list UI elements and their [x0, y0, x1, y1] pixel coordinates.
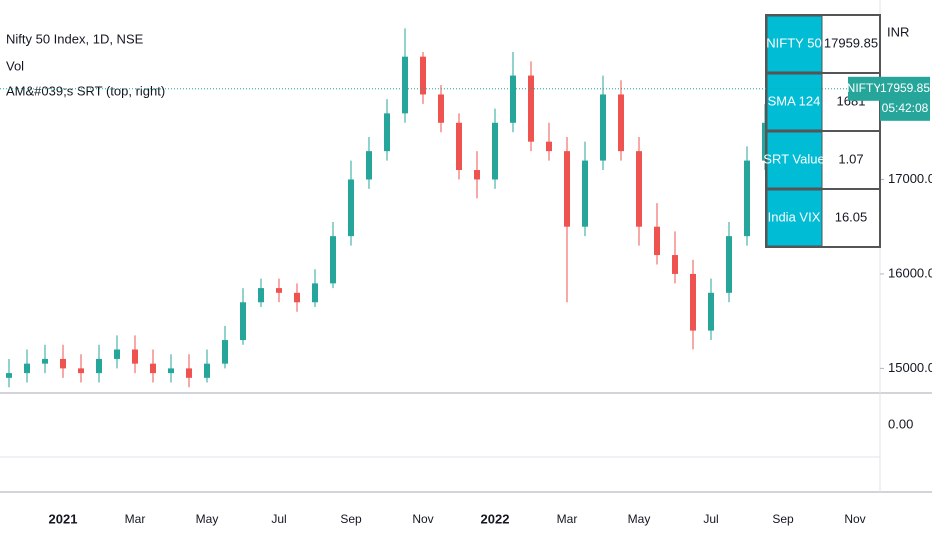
table-label: India VIX — [768, 209, 821, 224]
candle-body — [510, 75, 516, 123]
table-label: SRT Value — [763, 151, 824, 166]
candle-body — [240, 302, 246, 341]
candle-body — [600, 94, 606, 161]
x-tick-label: May — [196, 512, 219, 526]
x-tick-label: 2022 — [481, 511, 510, 526]
candle-body — [546, 141, 552, 152]
candle-body — [618, 94, 624, 152]
candle-body — [366, 151, 372, 180]
table-label-cell — [766, 15, 823, 73]
table-value: 16.05 — [835, 209, 868, 224]
candle-body — [276, 288, 282, 293]
candle-body — [528, 75, 534, 142]
candle-body — [726, 236, 732, 293]
candle-body — [78, 368, 84, 374]
x-tick-label: Jul — [271, 512, 286, 526]
symbol-tag — [848, 76, 880, 101]
candle-body — [690, 273, 696, 331]
x-tick-label: May — [628, 512, 651, 526]
x-tick-label: Mar — [125, 512, 146, 526]
candle-body — [24, 363, 30, 374]
table-label-cell — [766, 189, 823, 247]
x-tick-label: Sep — [772, 512, 794, 526]
candle-body — [150, 363, 156, 374]
candle-body — [384, 113, 390, 152]
candle-body — [330, 236, 336, 284]
candle-body — [294, 292, 300, 303]
indicator-label: AM&#039;s SRT (top, right) — [6, 83, 165, 98]
candle-body — [132, 349, 138, 364]
x-tick-label: Mar — [557, 512, 578, 526]
indicator-label: Vol — [6, 58, 24, 73]
candle-body — [42, 358, 48, 364]
x-tick-label: 2021 — [49, 511, 78, 526]
chart-title: Nifty 50 Index, 1D, NSE — [6, 31, 144, 46]
candle-body — [348, 179, 354, 237]
candle-body — [492, 122, 498, 180]
table-label: SMA 124 — [768, 93, 821, 108]
symbol-tag-text: NIFTY — [847, 81, 882, 95]
candle-body — [168, 368, 174, 374]
x-tick-label: Sep — [340, 512, 362, 526]
candle-body — [582, 160, 588, 227]
candle-body — [186, 368, 192, 378]
price-tag-text: 17959.85 — [880, 81, 930, 95]
lower-pane-tick-label: 0.00 — [888, 416, 913, 431]
candle-body — [420, 56, 426, 95]
x-tick-label: Jul — [703, 512, 718, 526]
candle-body — [744, 160, 750, 237]
table-label-cell — [766, 73, 823, 131]
y-tick-label: 16000.00 — [888, 265, 932, 280]
x-tick-label: Nov — [844, 512, 865, 526]
candle-body — [96, 358, 102, 374]
table-value: 1.07 — [838, 151, 863, 166]
candle-body — [402, 56, 408, 114]
y-tick-label: 15000.00 — [888, 360, 932, 375]
candle-body — [204, 363, 210, 378]
price-tag — [880, 76, 930, 121]
candle-body — [474, 170, 480, 180]
currency-label: INR — [887, 24, 909, 39]
candle-body — [654, 226, 660, 256]
candle-body — [222, 340, 228, 364]
candle-body — [456, 122, 462, 171]
candle-body — [114, 349, 120, 359]
candle-body — [564, 151, 570, 227]
candle-body — [312, 283, 318, 303]
candle-body — [672, 255, 678, 274]
candle-body — [258, 288, 264, 303]
x-tick-label: Nov — [412, 512, 433, 526]
countdown-text: 05:42:08 — [882, 101, 929, 115]
candle-body — [708, 292, 714, 331]
table-label: NIFTY 50 — [766, 35, 821, 50]
table-value: 17959.85 — [824, 35, 878, 50]
candle-body — [60, 358, 66, 369]
candle-body — [6, 373, 12, 378]
y-tick-label: 17000.00 — [888, 171, 932, 186]
table-label-cell — [766, 131, 823, 189]
candle-body — [636, 151, 642, 227]
candle-body — [438, 94, 444, 123]
